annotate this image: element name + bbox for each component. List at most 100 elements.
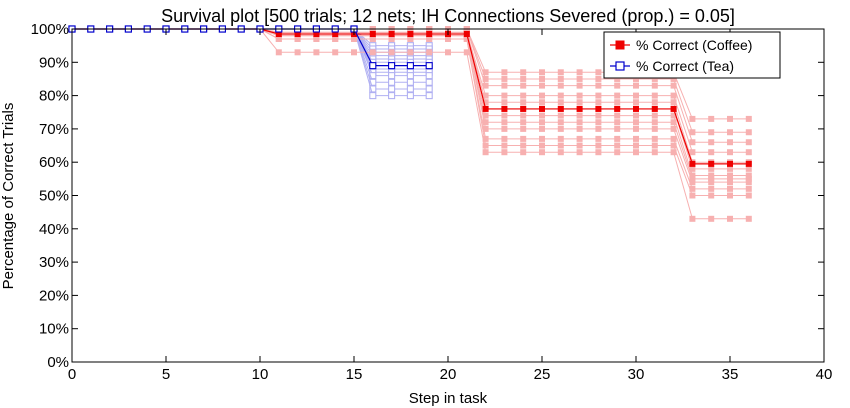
coffee-net-point — [332, 35, 339, 42]
coffee-net-point — [651, 119, 658, 126]
tea-net-point — [369, 85, 377, 93]
legend: % Correct (Coffee) % Correct (Tea) — [603, 31, 781, 79]
coffee-net-point — [595, 142, 602, 149]
legend-coffee-label: % Correct (Coffee) — [636, 37, 752, 53]
coffee-net-point — [501, 112, 508, 119]
coffee-net-point — [745, 149, 752, 156]
tea-net-point — [388, 92, 396, 100]
coffee-net-point — [520, 99, 527, 106]
coffee-mean-point — [651, 105, 658, 112]
coffee-mean-point — [539, 105, 545, 112]
coffee-net-point — [745, 139, 752, 146]
coffee-mean-point — [275, 31, 282, 37]
coffee-mean-point — [576, 105, 583, 112]
coffee-net-point — [689, 192, 696, 199]
coffee-net-point — [557, 119, 564, 126]
axis-ticks: 0% 10% 20% 30% 40% 50% 60% 70% 80% 90% 100% 0 5 10 15 2… — [31, 21, 833, 383]
tea-mean-point — [406, 62, 414, 70]
coffee-net-point — [275, 49, 282, 56]
coffee-net-point — [369, 35, 376, 42]
coffee-net-point — [633, 92, 639, 99]
coffee-net-point — [501, 92, 508, 99]
coffee-net-point — [670, 149, 677, 156]
x-tick-label: 40 — [816, 366, 833, 383]
coffee-net-point — [501, 69, 508, 76]
coffee-net-point — [633, 125, 639, 132]
coffee-net-point — [727, 172, 733, 179]
coffee-net-point — [351, 35, 357, 42]
coffee-mean-point — [633, 105, 639, 112]
coffee-net-point — [557, 125, 564, 132]
coffee-net-point — [651, 99, 658, 106]
x-tick-label: 0 — [68, 366, 76, 383]
coffee-net-point — [557, 75, 564, 82]
coffee-net-point — [463, 35, 470, 42]
coffee-net-point — [482, 125, 489, 132]
coffee-net-point — [651, 149, 658, 156]
legend-tea-label: % Correct (Tea) — [636, 58, 734, 74]
coffee-net-point — [313, 35, 320, 42]
coffee-net-point — [689, 129, 696, 136]
coffee-net-point — [482, 75, 489, 82]
coffee-net-point — [557, 149, 564, 156]
coffee-net-point — [708, 179, 715, 186]
tea-net-point — [369, 72, 377, 80]
coffee-net-point — [482, 99, 489, 106]
tea-net-point — [406, 78, 414, 86]
coffee-net-point — [501, 119, 508, 126]
y-tick-label: 90% — [39, 54, 69, 71]
coffee-net-point — [727, 215, 733, 222]
tea-net-point — [369, 78, 377, 86]
coffee-net-point — [745, 172, 752, 179]
coffee-net-point — [614, 149, 621, 156]
tea-mean-point — [388, 62, 396, 70]
coffee-mean-point — [388, 31, 395, 37]
coffee-net-point — [595, 149, 602, 156]
coffee-net-point — [595, 82, 602, 89]
tea-net-point — [369, 92, 377, 100]
tea-net-point — [406, 72, 414, 80]
coffee-net-point — [633, 135, 639, 142]
coffee-net-point — [539, 135, 545, 142]
coffee-net-point — [482, 69, 489, 76]
x-axis-title: Step in task — [409, 390, 488, 407]
x-tick-label: 20 — [440, 366, 457, 383]
coffee-net-point — [501, 99, 508, 106]
coffee-mean-point — [557, 105, 564, 112]
coffee-net-point — [463, 49, 470, 56]
y-tick-label: 40% — [39, 221, 69, 238]
coffee-net-point — [727, 185, 733, 192]
coffee-net-point — [745, 215, 752, 222]
coffee-net-point — [708, 192, 715, 199]
coffee-net-point — [482, 149, 489, 156]
coffee-net-point — [576, 112, 583, 119]
coffee-mean-point — [689, 160, 696, 167]
coffee-net-point — [689, 115, 696, 122]
coffee-net-point — [708, 172, 715, 179]
coffee-net-point — [670, 82, 677, 89]
coffee-net-point — [689, 175, 696, 182]
coffee-net-point — [294, 35, 301, 42]
coffee-net-point — [482, 119, 489, 126]
coffee-net-point — [633, 149, 639, 156]
coffee-net-point — [539, 112, 545, 119]
coffee-net-point — [727, 129, 733, 136]
coffee-net-point — [407, 49, 414, 56]
coffee-net-point — [727, 192, 733, 199]
coffee-net-point — [557, 92, 564, 99]
coffee-net-point — [651, 82, 658, 89]
coffee-net-point — [745, 185, 752, 192]
y-tick-label: 50% — [39, 188, 69, 205]
coffee-net-point — [745, 179, 752, 186]
coffee-net-point — [351, 49, 357, 56]
coffee-net-point — [576, 75, 583, 82]
coffee-net-point — [332, 49, 339, 56]
legend-box — [603, 31, 781, 79]
coffee-mean-point — [294, 31, 301, 37]
coffee-mean-point — [595, 105, 602, 112]
coffee-net-point — [689, 149, 696, 156]
coffee-net-point — [539, 75, 545, 82]
coffee-net-point — [539, 119, 545, 126]
coffee-net-point — [520, 135, 527, 142]
